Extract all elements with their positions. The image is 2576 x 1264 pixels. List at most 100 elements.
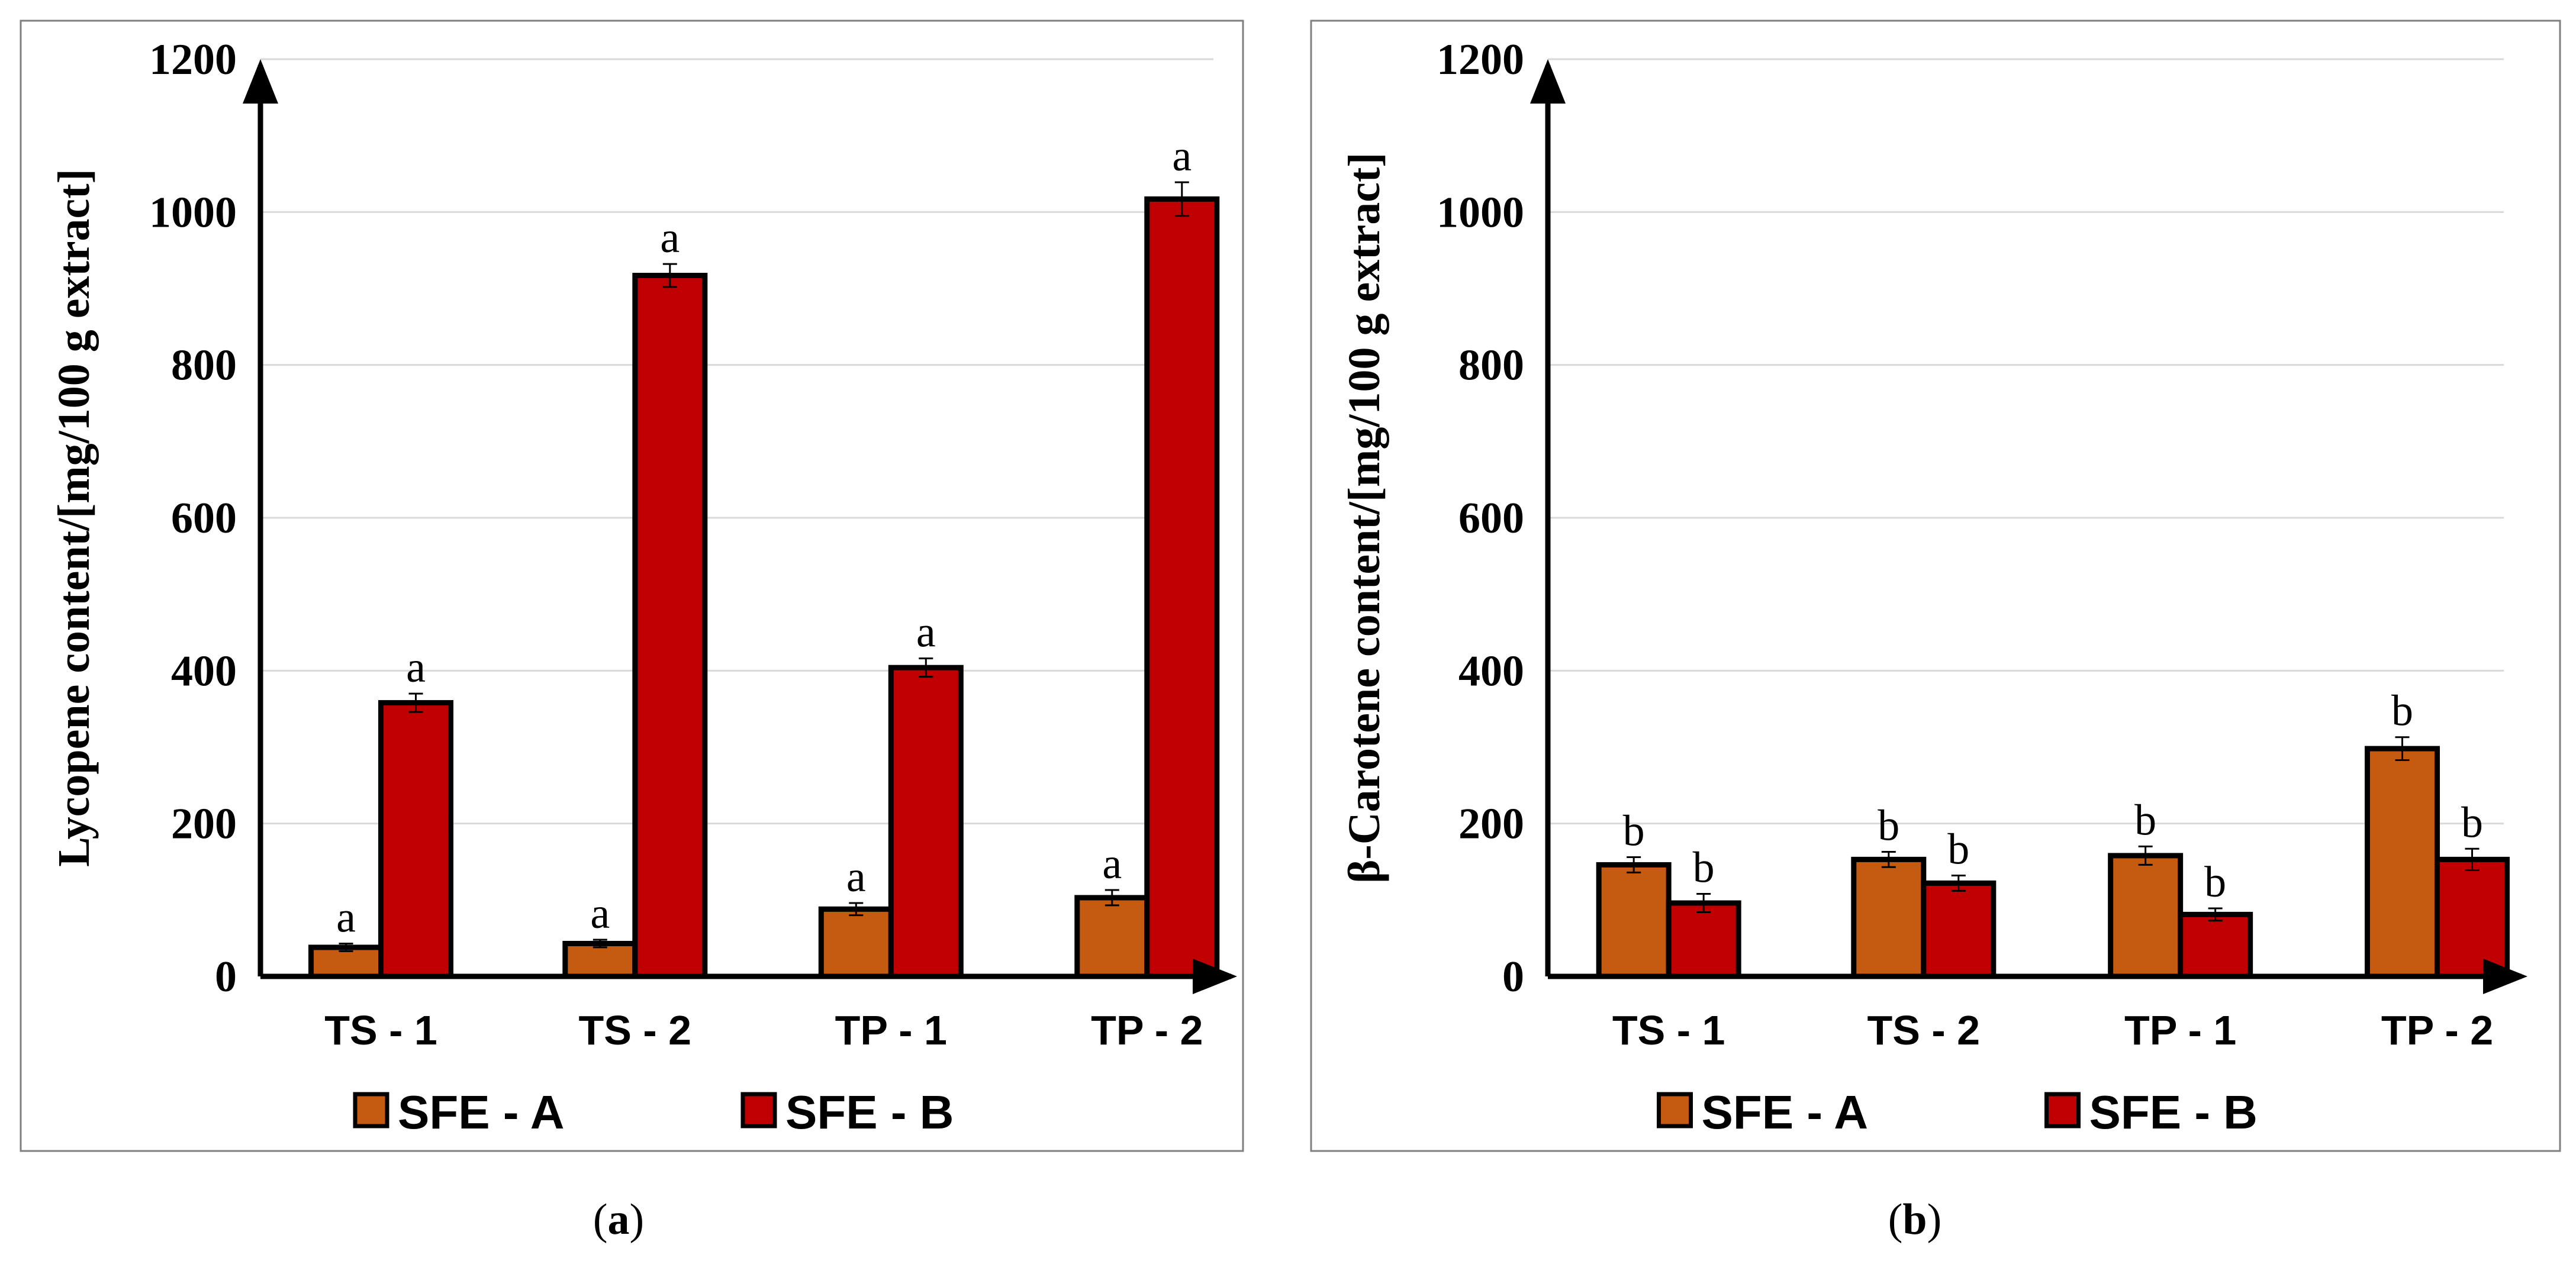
panel-caption: (a) <box>593 1195 644 1244</box>
significance-letter: a <box>406 643 426 692</box>
caption-letter: b <box>1902 1195 1927 1244</box>
error-bar <box>1174 181 1189 217</box>
error-bar <box>1696 893 1711 913</box>
legend-label: SFE - B <box>785 1086 954 1139</box>
significance-letter: a <box>846 853 866 901</box>
bar-sfe-b-tp-2 <box>2434 856 2510 979</box>
significance-letter: a <box>660 214 680 262</box>
y-axis-arrow <box>243 59 278 104</box>
bar-sfe-b-ts-2 <box>632 273 708 979</box>
bar-sfe-a-ts-2 <box>562 940 638 979</box>
significance-letter: b <box>2461 798 2483 847</box>
legend-swatch <box>353 1092 389 1128</box>
bar-sfe-b-tp-1 <box>2178 911 2253 979</box>
x-category-label: TS - 2 <box>1867 1007 1981 1053</box>
error-bar <box>408 692 423 713</box>
legend-item-sfe-a: SFE - A <box>353 1086 564 1139</box>
bar-sfe-a-tp-1 <box>818 906 894 979</box>
y-axis-label: β-Carotene content/[mg/100 g extract] <box>1339 152 1389 883</box>
significance-letter: b <box>1623 807 1645 856</box>
bar-sfe-b-ts-1 <box>378 700 454 979</box>
y-tick-label: 1200 <box>149 36 237 84</box>
bar-sfe-b-ts-2 <box>1921 880 1997 979</box>
x-category-label: TP - 2 <box>2381 1007 2493 1053</box>
y-tick-label: 600 <box>1458 494 1524 543</box>
x-axis-arrow <box>2483 959 2527 994</box>
y-axis-arrow <box>1530 59 1566 104</box>
error-bar <box>1881 850 1896 868</box>
caption-open: ( <box>593 1195 608 1244</box>
bar-sfe-b-ts-1 <box>1666 900 1741 979</box>
bar-sfe-a-tp-1 <box>2108 853 2184 979</box>
error-bar <box>2138 845 2153 866</box>
x-category-label: TP - 2 <box>1091 1007 1203 1053</box>
x-category-label: TP - 1 <box>835 1007 947 1053</box>
significance-letter: b <box>1947 826 1969 874</box>
legend-swatch <box>2044 1092 2081 1128</box>
legend-swatch <box>1657 1092 1693 1128</box>
x-axis-arrow <box>1193 959 1237 994</box>
x-category-label: TS - 2 <box>579 1007 692 1053</box>
y-tick-label: 400 <box>1458 647 1524 695</box>
x-category-label: TS - 1 <box>324 1007 437 1053</box>
error-bar <box>662 263 677 288</box>
error-bar <box>339 942 353 952</box>
legend-item-sfe-b: SFE - B <box>2044 1086 2258 1139</box>
error-bar <box>849 902 864 917</box>
error-bar <box>919 657 933 678</box>
y-tick-label: 0 <box>1502 953 1524 1001</box>
legend-item-sfe-a: SFE - A <box>1657 1086 1868 1139</box>
panel-caption: (b) <box>1888 1195 1941 1244</box>
y-tick-label: 200 <box>171 800 237 849</box>
legend-label: SFE - A <box>398 1086 564 1139</box>
significance-letter: b <box>1693 844 1715 892</box>
y-tick-label: 600 <box>171 494 237 543</box>
error-bar <box>1951 875 1966 892</box>
caption-letter: a <box>608 1195 630 1244</box>
legend-label: SFE - B <box>2089 1086 2258 1139</box>
error-bar <box>593 939 607 949</box>
caption-close: ) <box>630 1195 645 1244</box>
error-bar <box>1105 889 1119 907</box>
y-tick-label: 200 <box>1458 800 1524 849</box>
significance-letter: b <box>2134 796 2156 844</box>
y-axis-label: Lycopene content/[mg/100 g extract] <box>49 169 99 867</box>
significance-letter: a <box>916 608 936 657</box>
y-tick-label: 1200 <box>1437 36 1524 84</box>
y-tick-label: 800 <box>1458 341 1524 390</box>
significance-letter: a <box>336 893 356 941</box>
significance-letter: a <box>1102 840 1122 888</box>
significance-letter: a <box>590 889 610 938</box>
x-category-label: TS - 1 <box>1612 1007 1725 1053</box>
bar-sfe-a-tp-2 <box>1074 895 1150 979</box>
chart-panel-a: 0 200 400 600 800 1000 1200 a a TS - 1 a a TS - 2 a a T… <box>20 20 1244 1244</box>
error-bar <box>2208 907 2223 922</box>
legend-swatch <box>740 1092 777 1128</box>
bar-sfe-a-ts-1 <box>1596 862 1672 979</box>
error-bar <box>2395 736 2410 761</box>
y-tick-label: 400 <box>171 647 237 695</box>
significance-letter: b <box>1878 801 1899 850</box>
caption-open: ( <box>1888 1195 1903 1244</box>
y-tick-label: 1000 <box>149 188 237 237</box>
error-bar <box>2465 847 2480 871</box>
legend-label: SFE - A <box>1702 1086 1868 1139</box>
y-tick-label: 0 <box>215 953 237 1001</box>
error-bar <box>1627 856 1641 873</box>
significance-letter: b <box>2391 687 2413 736</box>
panel-frame <box>1310 20 2561 1152</box>
y-tick-label: 1000 <box>1437 188 1524 237</box>
caption-close: ) <box>1927 1195 1942 1244</box>
y-tick-label: 800 <box>171 341 237 390</box>
bar-sfe-b-tp-2 <box>1144 196 1220 979</box>
significance-letter: a <box>1172 132 1192 180</box>
bar-sfe-b-tp-1 <box>888 665 964 979</box>
x-category-label: TP - 1 <box>2124 1007 2236 1053</box>
bar-sfe-a-ts-2 <box>1851 856 1927 979</box>
significance-letter: b <box>2204 858 2226 907</box>
legend-item-sfe-b: SFE - B <box>740 1086 954 1139</box>
bar-sfe-a-tp-2 <box>2364 746 2440 979</box>
panel-frame <box>20 20 1244 1152</box>
